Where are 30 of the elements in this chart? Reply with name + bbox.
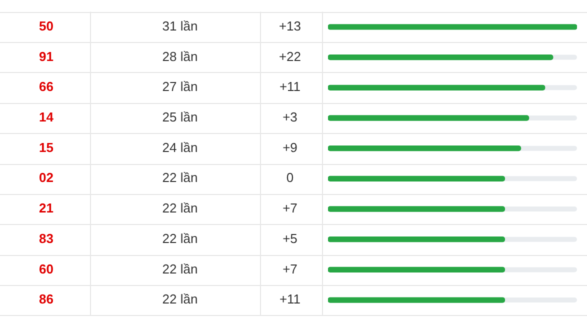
text: +5 — [282, 230, 298, 246]
text: +7 — [282, 200, 298, 216]
text: +22 — [278, 48, 302, 64]
text: 0 — [286, 170, 294, 186]
y-tick-label: 21 — [39, 200, 54, 216]
data-label: 22 lần — [162, 200, 198, 216]
y-tick-label: 91 — [39, 48, 54, 64]
y-tick-label: 02 — [39, 170, 54, 186]
y-tick-label: 60 — [39, 261, 54, 276]
data-label: 25 lần — [162, 110, 198, 125]
data-label: 24 lần — [162, 140, 198, 155]
text: +13 — [278, 18, 302, 34]
text: +9 — [282, 140, 298, 155]
data-label: 22 lần — [162, 261, 198, 276]
y-tick-label: 50 — [39, 18, 54, 34]
y-tick-label: 14 — [39, 110, 54, 125]
y-tick-label: 15 — [39, 140, 54, 155]
data-label: 22 lần — [162, 230, 198, 246]
text: +7 — [282, 261, 298, 276]
data-label: 28 lần — [162, 48, 198, 64]
y-tick-label: 66 — [39, 79, 54, 94]
data-label: 22 lần — [162, 170, 198, 186]
data-label: 31 lần — [162, 18, 198, 34]
data-label: 22 lần — [162, 292, 198, 307]
text: +11 — [279, 292, 301, 307]
text: +11 — [279, 79, 301, 94]
text: +3 — [282, 110, 298, 125]
y-tick-label: 83 — [39, 230, 54, 246]
data-label: 27 lần — [162, 79, 198, 94]
y-tick-label: 86 — [39, 292, 54, 307]
